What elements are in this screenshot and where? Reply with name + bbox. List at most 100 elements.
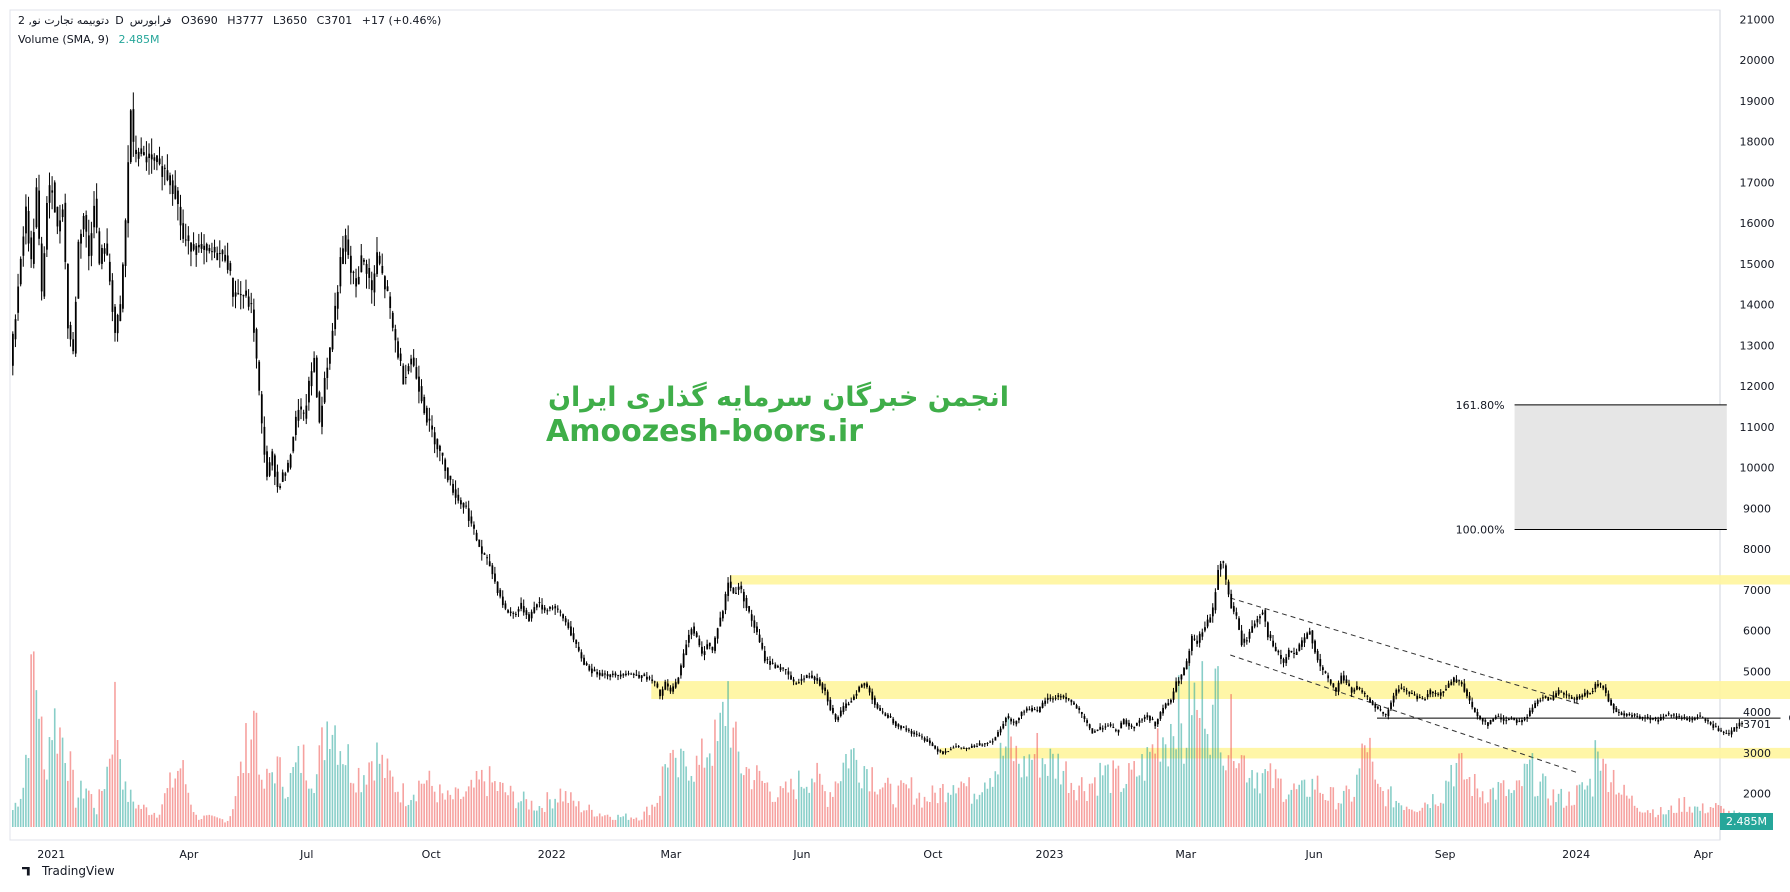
volume-bar — [59, 727, 61, 827]
candle-body — [701, 646, 703, 654]
candle-body — [606, 674, 609, 677]
candle-body — [782, 667, 785, 669]
tradingview-brand[interactable]: TradingView — [22, 864, 115, 878]
volume-bar — [1481, 791, 1484, 827]
candle-body — [1025, 708, 1028, 711]
candle-body — [352, 271, 355, 273]
volume-bar — [1518, 780, 1521, 827]
volume-bar — [1219, 752, 1222, 827]
candle-body — [90, 233, 93, 256]
candle-body — [127, 162, 130, 224]
candle-body — [1576, 696, 1578, 700]
volume-bar — [1445, 780, 1447, 827]
candle-body — [148, 153, 151, 159]
volume-bar — [1264, 769, 1266, 827]
candle-body — [218, 252, 221, 254]
candle-body — [1094, 731, 1096, 733]
candle-body — [905, 728, 908, 731]
candle-body — [845, 703, 847, 708]
candle-body — [517, 609, 520, 612]
candle-body — [315, 357, 318, 398]
candle-body — [258, 361, 261, 391]
volume-bar — [1191, 715, 1193, 827]
volume-bar — [386, 758, 389, 827]
volume-bar — [1565, 805, 1568, 827]
volume-bar — [1615, 794, 1618, 827]
volume-bar — [1665, 814, 1667, 827]
volume-bar — [918, 792, 921, 827]
volume-bar — [1366, 752, 1369, 827]
candle-body — [182, 223, 185, 239]
candle-body — [1536, 700, 1539, 704]
y-tick-label: 5000 — [1743, 665, 1771, 678]
candle-body — [923, 737, 926, 741]
candle-body — [1408, 691, 1411, 694]
candle-body — [1172, 691, 1175, 700]
candle-body — [803, 678, 806, 680]
volume-bar — [17, 806, 19, 827]
candle-body — [551, 607, 554, 609]
candle-body — [1369, 698, 1371, 703]
symbol-name[interactable]: دتوبیمه تجارت نو, 2 — [18, 14, 110, 27]
volume-bar — [192, 812, 195, 827]
candle-body — [921, 736, 923, 738]
candle-body — [124, 220, 127, 266]
interval[interactable]: D — [115, 14, 124, 27]
volume-bar — [1652, 809, 1654, 827]
volume-bar — [436, 802, 439, 827]
tradingview-label: TradingView — [42, 864, 115, 878]
volume-bar — [384, 777, 386, 827]
volume-bar — [1586, 785, 1589, 827]
volume-bar — [1135, 776, 1138, 827]
volume-indicator-label[interactable]: Volume (SMA, 9) — [18, 33, 109, 46]
candle-body — [1293, 652, 1295, 654]
candle-body — [708, 642, 711, 647]
candle-body — [394, 329, 397, 341]
volume-bar — [1675, 812, 1678, 827]
volume-bar — [108, 758, 111, 827]
volume-bar — [837, 783, 839, 827]
volume-bar — [1552, 789, 1555, 827]
candle-body — [1473, 707, 1476, 713]
candle-body — [386, 286, 389, 292]
volume-bar — [255, 712, 258, 827]
volume-bar — [667, 767, 669, 827]
candle-body — [1185, 661, 1188, 670]
volume-bar — [559, 788, 562, 827]
volume-bar — [302, 744, 305, 827]
volume-bar — [1353, 796, 1356, 827]
volume-bar — [680, 748, 682, 827]
candle-body — [239, 294, 242, 296]
candle-body — [1361, 690, 1364, 693]
candle-body — [512, 612, 515, 614]
volume-bar — [457, 788, 459, 827]
candle-body — [85, 215, 88, 232]
volume-bar — [349, 782, 352, 827]
y-tick-label: 20000 — [1740, 54, 1775, 67]
candle-body — [667, 683, 669, 687]
volume-bar — [1597, 751, 1599, 827]
candle-body — [441, 452, 444, 456]
volume-bar — [234, 796, 237, 827]
volume-bar — [399, 802, 402, 827]
volume-bar — [1120, 791, 1122, 827]
volume-bar — [198, 819, 200, 827]
volume-bar — [1177, 675, 1180, 827]
candle-body — [161, 166, 164, 177]
volume-bar — [1568, 791, 1570, 827]
candle-body — [347, 239, 350, 256]
volume-bar — [85, 788, 87, 827]
candle-body — [1345, 679, 1348, 684]
candle-body — [1342, 675, 1345, 681]
candle-body — [821, 683, 824, 690]
candle-body — [562, 614, 564, 619]
volume-bar — [25, 754, 27, 827]
volume-bar — [494, 781, 496, 827]
candle-body — [824, 687, 826, 692]
volume-bar — [1335, 809, 1337, 827]
candle-body — [646, 676, 648, 680]
volume-bar — [719, 712, 721, 827]
volume-bar — [585, 810, 588, 827]
candle-body — [494, 573, 496, 582]
